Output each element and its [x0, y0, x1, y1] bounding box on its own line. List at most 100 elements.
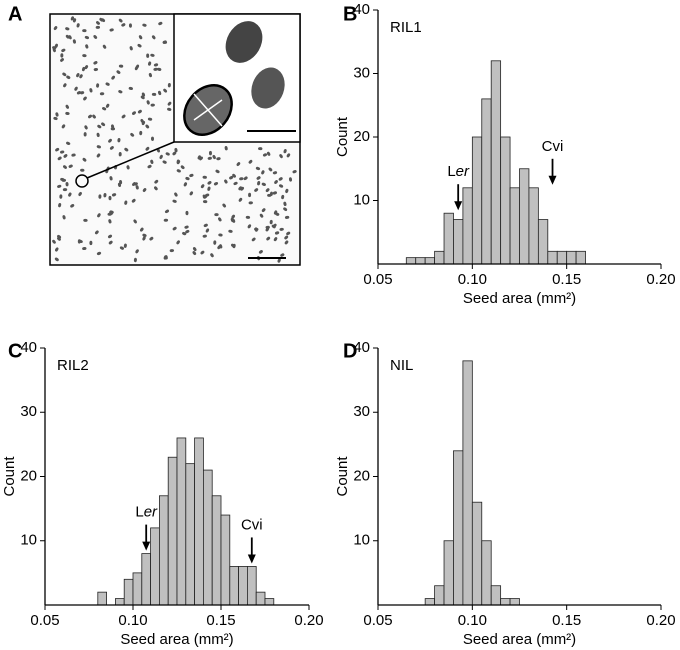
bar	[255, 591, 266, 606]
seed	[129, 46, 133, 51]
seed	[153, 67, 158, 71]
bar	[575, 250, 586, 265]
seed	[200, 250, 205, 255]
seed	[247, 224, 252, 229]
annotation-text: L	[447, 163, 455, 180]
seed	[55, 247, 59, 252]
seed	[174, 147, 178, 153]
seed	[283, 207, 288, 212]
seed	[138, 35, 143, 40]
seed	[202, 195, 208, 199]
y-axis-label: Count	[334, 116, 351, 157]
seed	[283, 201, 287, 207]
seed	[189, 173, 194, 178]
seed	[142, 233, 147, 237]
seed	[262, 153, 268, 157]
seed	[98, 194, 102, 199]
annotation-text: er	[456, 163, 470, 180]
seed	[102, 107, 107, 111]
seed	[185, 210, 189, 216]
seed	[139, 130, 143, 136]
seed	[85, 44, 89, 49]
seed	[266, 151, 271, 156]
seed	[214, 213, 219, 217]
seed	[61, 124, 66, 129]
seed	[108, 195, 112, 201]
seed	[218, 233, 223, 237]
seed	[66, 75, 71, 79]
seed-photo	[49, 13, 301, 266]
seed	[62, 188, 68, 192]
y-axis-label: Count	[1, 456, 18, 497]
seed	[72, 18, 77, 23]
seed	[258, 147, 263, 151]
seed	[59, 150, 65, 154]
bar	[566, 250, 577, 265]
x-axis-label: Seed area (mm²)	[463, 290, 576, 307]
seed	[180, 165, 185, 170]
seed	[257, 181, 261, 186]
seed	[82, 247, 87, 251]
bar	[500, 136, 511, 265]
annotation: Cvi	[542, 138, 564, 155]
seed	[255, 166, 261, 171]
seed	[89, 88, 93, 93]
seed	[274, 180, 278, 184]
seed	[165, 152, 170, 156]
seed	[288, 177, 293, 182]
seed	[272, 171, 278, 175]
seed	[278, 177, 283, 181]
bar	[176, 437, 187, 606]
seed	[84, 125, 88, 130]
seed	[269, 219, 273, 225]
seed	[118, 90, 123, 94]
bar	[246, 566, 257, 606]
seed	[141, 120, 146, 126]
x-tick-label: 0.20	[294, 612, 323, 629]
x-tick-label: 0.20	[646, 271, 675, 288]
seed	[65, 111, 70, 116]
bar	[211, 495, 222, 606]
seed	[111, 124, 115, 129]
inset-seed	[251, 67, 285, 109]
seed	[131, 198, 136, 203]
seed	[53, 26, 58, 31]
panel-label: D	[343, 340, 357, 362]
seed	[279, 154, 283, 159]
seed	[274, 231, 280, 235]
bar	[453, 219, 464, 265]
seed	[93, 68, 99, 72]
seed	[280, 253, 285, 257]
seed	[84, 35, 90, 40]
x-tick-label: 0.05	[363, 271, 392, 288]
bar	[443, 540, 454, 606]
seed	[212, 154, 216, 160]
seed	[284, 240, 289, 245]
seed	[151, 92, 157, 96]
seed	[256, 176, 261, 180]
seed	[147, 164, 152, 169]
y-tick-label: 20	[353, 467, 370, 484]
arrow-head	[247, 554, 256, 564]
seed	[121, 23, 126, 27]
bar	[141, 553, 152, 606]
seed	[184, 225, 189, 229]
seed	[167, 101, 172, 106]
seed	[238, 197, 243, 202]
seed	[83, 218, 88, 222]
x-tick-label: 0.05	[363, 612, 392, 629]
seed	[231, 214, 235, 219]
panel-label: B	[343, 3, 357, 25]
seed	[215, 169, 220, 174]
seed	[192, 247, 197, 252]
seed	[268, 167, 273, 172]
bar	[490, 585, 502, 606]
y-tick-label: 20	[353, 128, 370, 145]
seed	[142, 236, 146, 241]
seed	[128, 23, 132, 28]
bar	[547, 250, 558, 265]
seed	[205, 228, 210, 233]
seed	[103, 193, 107, 198]
y-tick-label: 20	[20, 467, 37, 484]
bar	[556, 250, 568, 265]
